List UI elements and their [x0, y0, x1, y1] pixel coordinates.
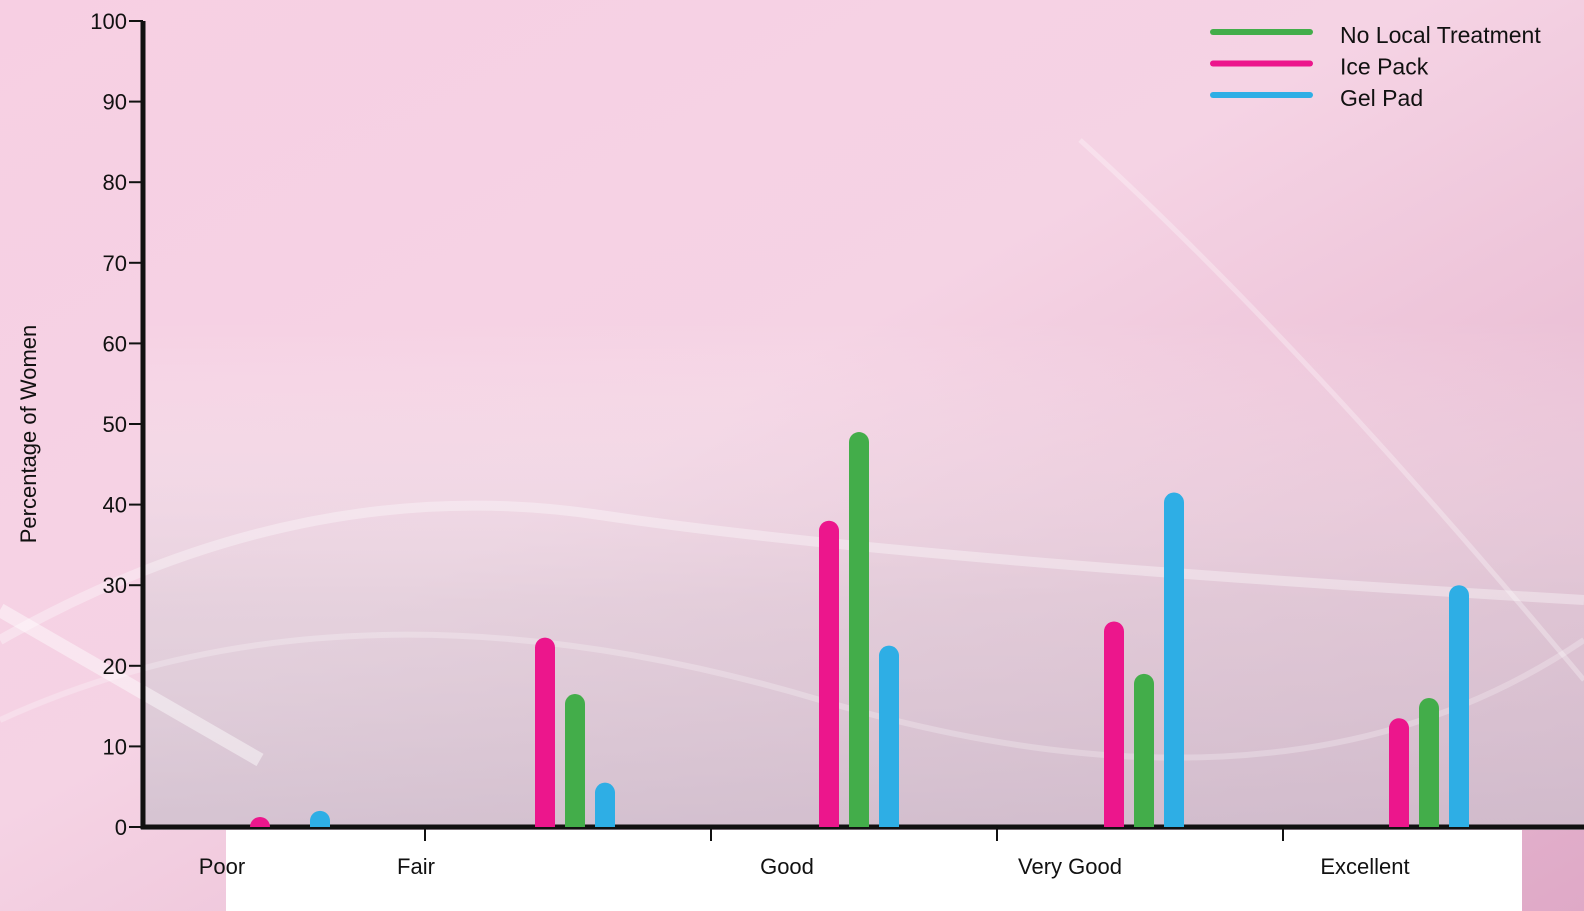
bar[interactable] — [310, 810, 330, 827]
y-tick-label: 90 — [103, 90, 127, 115]
bar[interactable] — [1389, 718, 1409, 827]
bar[interactable] — [565, 694, 585, 827]
y-tick-label: 100 — [90, 9, 127, 34]
bar[interactable] — [1449, 585, 1469, 827]
x-tick-label: Good — [760, 854, 814, 879]
y-tick-label: 50 — [103, 412, 127, 437]
y-tick-label: 0 — [115, 815, 127, 840]
y-axis-title: Percentage of Women — [16, 325, 41, 544]
y-tick-label: 10 — [103, 734, 127, 759]
bar[interactable] — [819, 520, 839, 827]
y-tick-label: 70 — [103, 251, 127, 276]
legend-label: Gel Pad — [1340, 85, 1423, 111]
bar[interactable] — [1419, 698, 1439, 827]
bar[interactable] — [1104, 621, 1124, 827]
bar[interactable] — [1164, 492, 1184, 827]
bar[interactable] — [849, 432, 869, 827]
y-tick-label: 60 — [103, 331, 127, 356]
x-tick-label: Excellent — [1320, 854, 1409, 879]
bar[interactable] — [535, 637, 555, 827]
x-tick-label: Fair — [397, 854, 435, 879]
y-tick-label: 80 — [103, 170, 127, 195]
y-tick-label: 30 — [103, 573, 127, 598]
bar[interactable] — [879, 645, 899, 827]
legend-label: Ice Pack — [1340, 54, 1429, 80]
bar[interactable] — [1134, 673, 1154, 827]
y-tick-label: 20 — [103, 654, 127, 679]
y-tick-label: 40 — [103, 493, 127, 518]
bar[interactable] — [250, 817, 270, 827]
legend-label: No Local Treatment — [1340, 22, 1541, 48]
x-tick-label: Very Good — [1018, 854, 1122, 879]
bar[interactable] — [595, 782, 615, 827]
x-tick-label: Poor — [199, 854, 245, 879]
